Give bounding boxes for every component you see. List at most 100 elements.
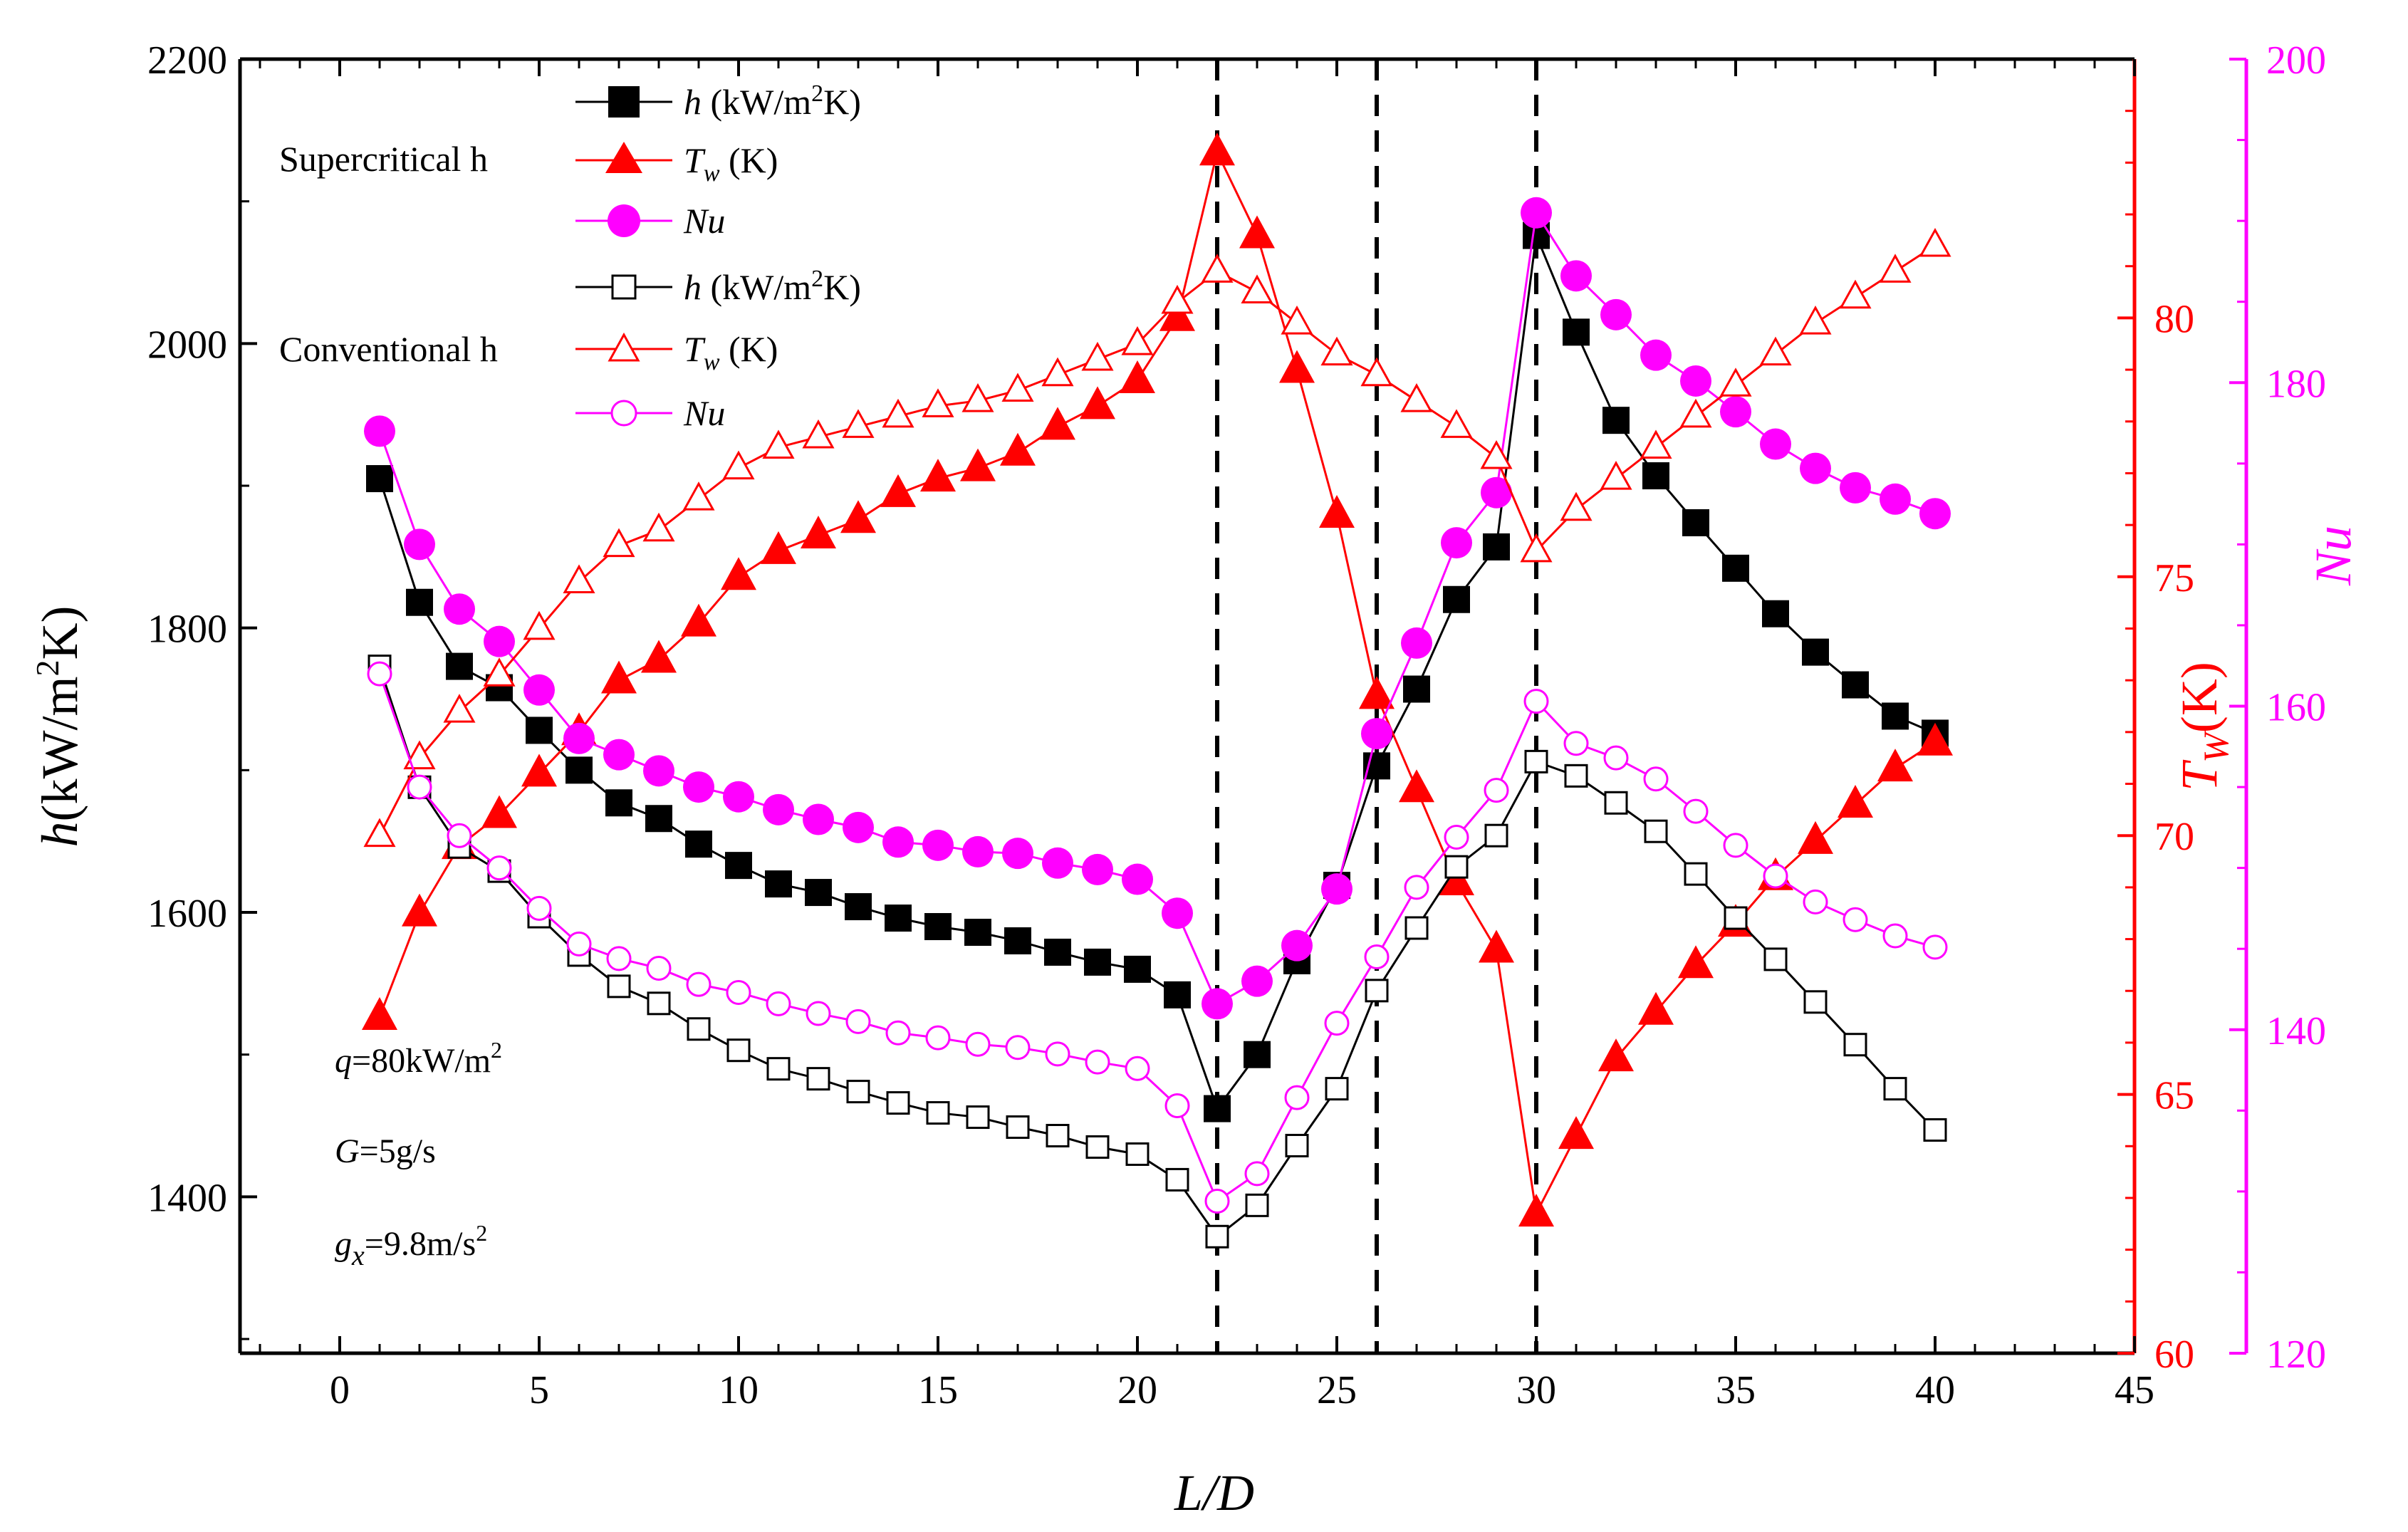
data-point	[1600, 461, 1632, 490]
data-point	[1642, 462, 1669, 490]
data-point	[687, 1017, 711, 1041]
data-point	[922, 829, 954, 861]
x-tick-label: 10	[719, 1368, 759, 1412]
data-point	[362, 996, 397, 1030]
data-point	[1204, 1189, 1230, 1214]
y-right2-tick-label: 180	[2266, 362, 2326, 406]
data-point	[723, 781, 754, 813]
y-left-tick-label: 1800	[147, 608, 227, 652]
legend-group-conventional: Conventional h	[279, 329, 498, 369]
data-point	[1241, 274, 1273, 303]
data-point	[1161, 284, 1194, 314]
data-point	[1879, 254, 1912, 283]
data-point	[1598, 1038, 1634, 1072]
data-point	[960, 448, 996, 481]
data-point	[1524, 749, 1548, 773]
data-point	[1441, 527, 1472, 559]
data-point	[1363, 752, 1390, 780]
data-point	[1840, 471, 1871, 504]
data-point	[1324, 1011, 1350, 1036]
data-point	[1444, 824, 1469, 850]
data-point	[1484, 778, 1509, 803]
data-point	[601, 660, 637, 694]
data-point	[1480, 439, 1513, 469]
data-point	[1839, 279, 1872, 309]
data-point	[606, 946, 632, 971]
data-point	[1558, 1116, 1594, 1150]
data-point	[1882, 702, 1909, 730]
data-point	[885, 1020, 911, 1046]
data-point	[1000, 432, 1036, 466]
data-point	[1479, 929, 1514, 963]
data-point	[924, 912, 952, 940]
data-point	[1082, 853, 1113, 885]
data-point	[404, 528, 435, 561]
data-point	[843, 811, 874, 843]
data-point	[761, 531, 796, 564]
data-point	[762, 429, 795, 459]
data-point	[523, 610, 556, 640]
data-point	[1803, 889, 1828, 914]
data-point	[805, 879, 832, 907]
series-3	[368, 655, 1947, 1249]
data-point	[643, 755, 674, 787]
series-line	[378, 209, 1936, 1006]
data-point	[926, 1101, 950, 1125]
data-point	[1803, 990, 1828, 1014]
y-right2-tick-label: 120	[2266, 1333, 2326, 1377]
series-5	[367, 661, 1948, 1214]
data-point	[641, 640, 677, 673]
data-point	[683, 771, 714, 803]
x-tick-label: 15	[918, 1368, 958, 1412]
data-point	[1002, 838, 1033, 870]
data-point	[642, 512, 675, 542]
data-point	[802, 419, 835, 449]
data-point	[1046, 1124, 1070, 1148]
data-point	[925, 1025, 951, 1051]
data-point	[920, 459, 956, 492]
series-line	[378, 244, 1936, 836]
data-point	[1239, 215, 1275, 249]
data-point	[1004, 927, 1031, 954]
data-point	[444, 593, 475, 625]
x-tick-label: 40	[1915, 1368, 1955, 1412]
data-point	[647, 991, 671, 1016]
data-point	[1719, 368, 1752, 397]
data-point	[1843, 1033, 1867, 1057]
annotations: q=80kW/m2 G=5g/s gx=9.8m/s2	[335, 1037, 502, 1271]
data-point	[407, 774, 432, 800]
data-point	[1723, 833, 1748, 858]
legend-entry-super-nu: Nu	[575, 201, 725, 241]
y-right1-tick-label: 70	[2154, 815, 2194, 859]
data-point	[447, 823, 472, 848]
data-point	[1638, 991, 1674, 1025]
data-point	[1241, 965, 1273, 997]
data-point	[526, 895, 552, 921]
data-point	[1404, 916, 1429, 940]
data-point	[1683, 798, 1709, 824]
data-point	[1842, 671, 1869, 699]
data-point	[1680, 365, 1711, 397]
data-point	[964, 918, 991, 946]
data-point	[806, 1001, 831, 1026]
svg-text:h (kW/m2K): h (kW/m2K)	[684, 266, 861, 307]
data-point	[1284, 1085, 1310, 1110]
data-point	[1679, 398, 1712, 428]
data-point	[1085, 1135, 1110, 1159]
data-point	[1443, 585, 1470, 613]
data-point	[526, 717, 553, 744]
data-point	[763, 793, 794, 825]
data-point	[682, 481, 715, 511]
data-point	[1400, 382, 1433, 412]
data-point	[1164, 1093, 1190, 1118]
data-point	[766, 991, 791, 1016]
series-4	[363, 227, 1951, 848]
series-line	[378, 673, 1936, 1203]
data-point	[1401, 627, 1432, 659]
data-point	[966, 1105, 990, 1130]
data-point	[1644, 819, 1668, 843]
data-point	[364, 415, 395, 447]
data-point	[605, 789, 632, 817]
series-1	[362, 132, 1953, 1227]
y-left-tick-label: 1600	[147, 892, 227, 936]
